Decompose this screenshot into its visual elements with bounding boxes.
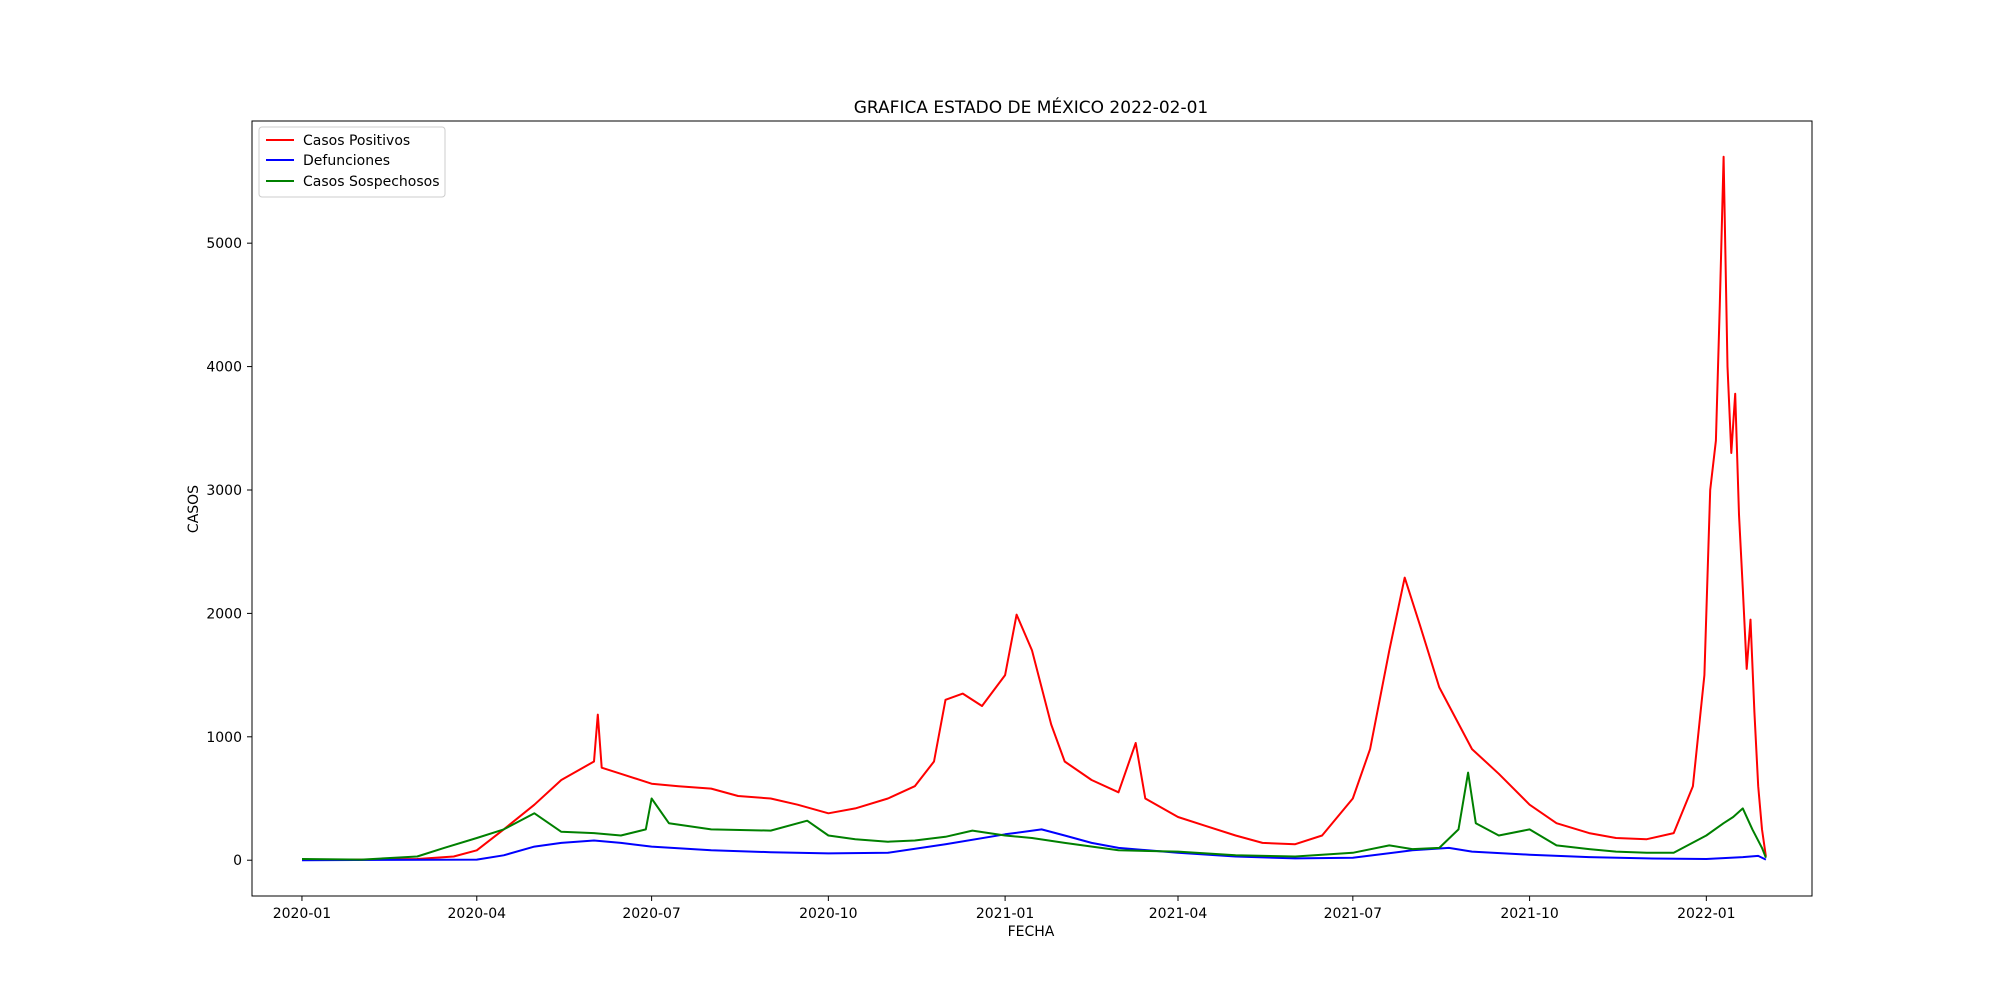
series-line-casos-sospechosos	[301, 771, 1767, 861]
y-axis-ticks: 0 1000 2000 3000 4000 5000	[206, 236, 252, 869]
axes-frame	[251, 120, 1813, 897]
x-tick-label: 2021-01	[976, 906, 1035, 922]
x-tick-label: 2020-04	[448, 906, 507, 922]
y-tick-label: 1000	[206, 730, 242, 746]
y-tick-label: 0	[233, 853, 242, 869]
series-line-defunciones	[301, 828, 1767, 862]
x-tick-label: 2022-01	[1677, 906, 1736, 922]
x-axis-ticks: 2020-01 2020-04 2020-07 2020-10 2021-01 2021-…	[273, 896, 1736, 922]
y-tick-label: 2000	[206, 606, 242, 622]
x-tick-label: 2021-04	[1149, 906, 1208, 922]
legend-box	[258, 126, 446, 198]
x-tick-label: 2020-07	[622, 906, 681, 922]
legend-label-defunciones: Defunciones	[303, 153, 390, 169]
y-axis-label: CASOS	[186, 485, 202, 533]
series-layer	[301, 155, 1767, 862]
x-tick-label: 2020-01	[273, 906, 332, 922]
x-axis-label: FECHA	[1008, 924, 1055, 940]
y-tick-label: 5000	[206, 236, 242, 252]
x-tick-label: 2020-10	[799, 906, 858, 922]
x-tick-label: 2021-10	[1500, 906, 1559, 922]
y-tick-label: 4000	[206, 360, 242, 376]
x-tick-label: 2021-07	[1324, 906, 1383, 922]
legend-label-casos-sospechosos: Casos Sospechosos	[303, 174, 440, 190]
y-tick-label: 3000	[206, 483, 242, 499]
series-line-casos-positivos	[302, 155, 1767, 861]
chart-title: GRAFICA ESTADO DE MÉXICO 2022-02-01	[854, 96, 1208, 118]
legend: Casos Positivos Defunciones Casos Sospec…	[258, 126, 446, 198]
legend-label-casos-positivos: Casos Positivos	[303, 133, 410, 149]
